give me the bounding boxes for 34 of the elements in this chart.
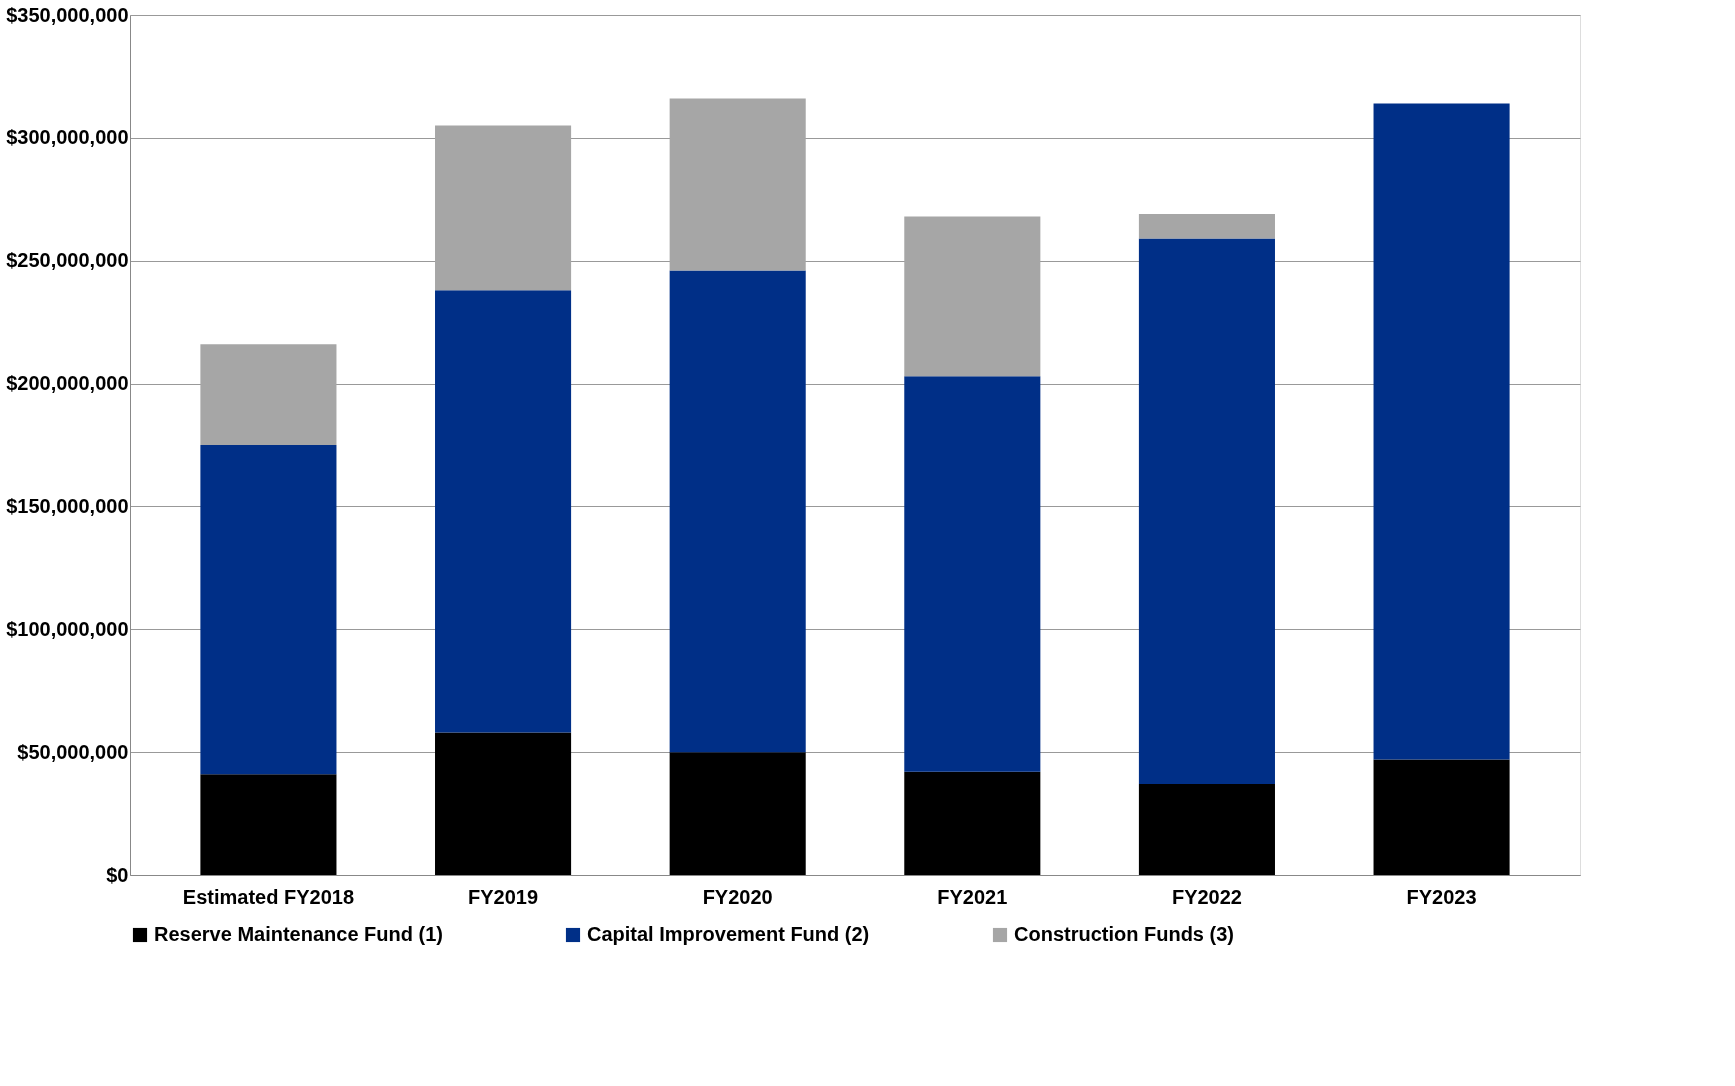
bar (200, 774, 337, 875)
legend-label: Reserve Maintenance Fund (1) (154, 923, 443, 945)
bar (904, 376, 1041, 772)
x-tick-label: Estimated FY2018 (182, 885, 355, 908)
x-tick-label: FY2022 (1171, 885, 1242, 908)
bar (435, 125, 572, 291)
y-tick-label: $300,000,000 (6, 126, 129, 149)
y-tick-label: $100,000,000 (6, 617, 129, 640)
bar (669, 752, 806, 875)
y-tick-label: $0 (106, 863, 129, 886)
x-tick-label: FY2023 (1406, 885, 1477, 908)
bar (669, 98, 806, 271)
y-tick-label: $150,000,000 (6, 494, 129, 517)
x-tick-label: FY2019 (468, 885, 539, 908)
x-tick-label: FY2021 (937, 885, 1008, 908)
bar (669, 270, 806, 753)
legend-label: Construction Funds (3) (1014, 923, 1234, 945)
y-tick-label: $250,000,000 (6, 249, 129, 272)
y-tick-label: $350,000,000 (6, 3, 129, 26)
bar (435, 290, 572, 733)
bar (1138, 784, 1275, 875)
bar (1373, 103, 1510, 760)
bar (1138, 238, 1275, 785)
y-tick-label: $50,000,000 (17, 740, 129, 763)
y-tick-label: $200,000,000 (6, 372, 129, 395)
bar (200, 445, 337, 775)
bar (200, 344, 337, 445)
legend-label: Capital Improvement Fund (2) (587, 923, 870, 945)
bar (904, 216, 1041, 377)
bar (435, 732, 572, 875)
bar (1138, 214, 1275, 239)
bar (1373, 759, 1510, 875)
bar (904, 771, 1041, 875)
x-tick-label: FY2020 (702, 885, 773, 908)
